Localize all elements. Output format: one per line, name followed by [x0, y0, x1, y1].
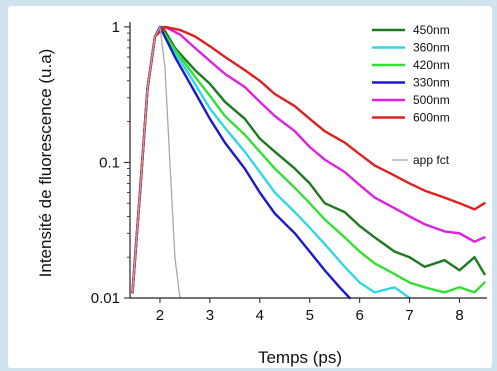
y-tick-label: 0.01 [91, 290, 120, 307]
x-tick-label: 2 [156, 307, 164, 324]
y-tick-label: 0.1 [99, 154, 120, 171]
series-line-450nm [131, 25, 486, 294]
legend-label-app-fct: app fct [413, 153, 450, 167]
legend-label-420nm: 420nm [413, 58, 450, 72]
axes-layer: 2 3 4 5 6 7 8 0.01 0.1 1 [91, 19, 487, 324]
x-tick-label: 4 [256, 307, 264, 324]
legend-label-600nm: 600nm [413, 111, 450, 125]
y-tick-label: 1 [112, 19, 120, 36]
legend-label-360nm: 360nm [413, 41, 450, 55]
x-axis-title: Temps (ps) [258, 348, 342, 367]
legend-label-450nm: 450nm [413, 23, 450, 37]
series-layer [131, 25, 486, 300]
legend-label-330nm: 330nm [413, 76, 450, 90]
x-tick-label: 7 [405, 307, 413, 324]
series-line-app-fct [131, 26, 181, 299]
x-tick-label: 5 [306, 307, 314, 324]
x-tick-label: 6 [356, 307, 364, 324]
series-line-600nm [131, 25, 486, 294]
x-tick-label: 3 [206, 307, 214, 324]
x-tick-label: 8 [455, 307, 463, 324]
chart-panel [8, 6, 492, 368]
legend: 450nm 360nm 420nm 330nm 500nm 600nm app fct [372, 23, 450, 167]
y-axis-title: Intensité de fluorescence (u.a) [36, 49, 55, 278]
legend-label-500nm: 500nm [413, 93, 450, 107]
